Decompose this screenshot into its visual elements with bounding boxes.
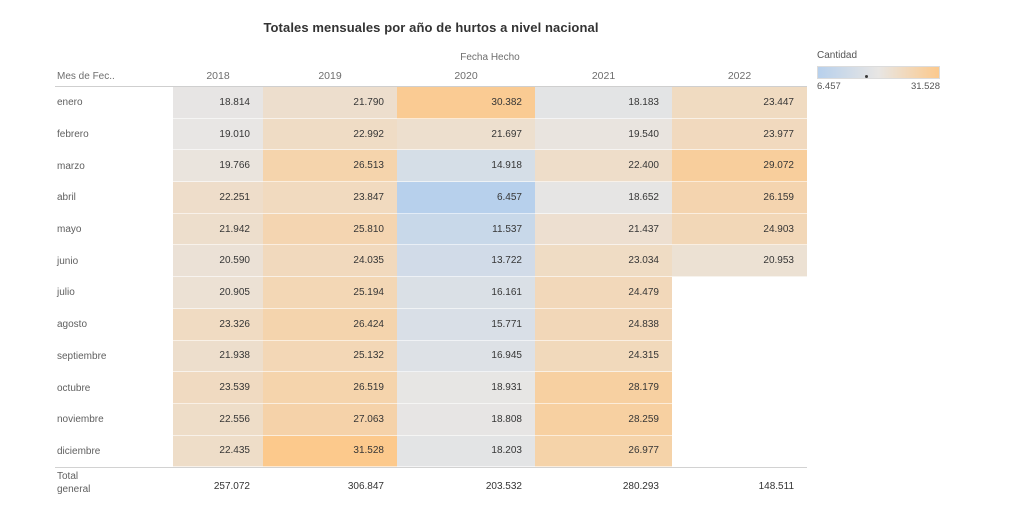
heatmap-cell[interactable]: 18.814 [173, 87, 263, 119]
heatmap-cell[interactable]: 18.652 [535, 182, 672, 214]
row-dimension-header[interactable]: Mes de Fec.. [57, 71, 115, 82]
heatmap-cell[interactable]: 18.808 [397, 403, 535, 436]
heatmap-cell[interactable]: 26.159 [672, 182, 807, 214]
year-header[interactable]: 2020 [454, 70, 478, 82]
heatmap-cell[interactable]: 31.528 [263, 435, 397, 468]
heatmap-cell[interactable]: 20.953 [672, 245, 807, 278]
heatmap-cell-empty [672, 435, 807, 468]
heatmap-cell[interactable]: 26.519 [263, 372, 397, 404]
heatmap-cell[interactable]: 24.035 [263, 245, 397, 278]
heatmap-cell[interactable]: 15.771 [397, 308, 535, 341]
heatmap-cell[interactable]: 11.537 [397, 213, 535, 246]
heatmap-cell[interactable]: 24.838 [535, 308, 672, 341]
heatmap-cell[interactable]: 25.810 [263, 213, 397, 246]
heatmap-cell-empty [672, 403, 807, 436]
heatmap-cell[interactable]: 21.437 [535, 213, 672, 246]
month-label[interactable]: julio [55, 277, 173, 309]
heatmap-cell[interactable]: 20.590 [173, 245, 263, 278]
legend-title: Cantidad [817, 50, 858, 61]
heatmap-cell[interactable]: 22.435 [173, 435, 263, 468]
month-label[interactable]: diciembre [55, 435, 173, 468]
heatmap-cell[interactable]: 21.942 [173, 213, 263, 246]
legend-labels: 6.457 31.528 [817, 81, 940, 92]
heatmap-cell[interactable]: 27.063 [263, 403, 397, 436]
month-label[interactable]: septiembre [55, 340, 173, 373]
heatmap-cell[interactable]: 21.790 [263, 87, 397, 119]
year-header-row: 2018 2019 2020 2021 2022 [173, 66, 807, 86]
heatmap-cell[interactable]: 22.400 [535, 150, 672, 183]
legend-max-label: 31.528 [910, 81, 940, 92]
heatmap-cell-empty [672, 277, 807, 309]
legend-min-label: 6.457 [817, 81, 841, 92]
color-legend[interactable]: Cantidad 6.457 31.528 [817, 50, 945, 92]
heatmap-cell[interactable]: 26.977 [535, 435, 672, 468]
heatmap-cell[interactable]: 23.034 [535, 245, 672, 278]
column-group-header: Fecha Hecho [460, 52, 520, 63]
heatmap-cell[interactable]: 24.903 [672, 213, 807, 246]
heatmap-cell[interactable]: 23.847 [263, 182, 397, 214]
heatmap-cell[interactable]: 20.905 [173, 277, 263, 309]
heatmap-cell[interactable]: 14.918 [397, 150, 535, 183]
year-header[interactable]: 2021 [591, 70, 616, 82]
month-label[interactable]: mayo [55, 213, 173, 246]
heatmap-cell[interactable]: 26.513 [263, 150, 397, 183]
heatmap-cell[interactable]: 24.315 [535, 340, 672, 373]
heatmap-cell[interactable]: 24.479 [535, 277, 672, 309]
heatmap-cell[interactable]: 18.931 [397, 372, 535, 404]
heatmap-cell[interactable]: 29.072 [672, 150, 807, 183]
month-label[interactable]: febrero [55, 118, 173, 151]
month-label[interactable]: noviembre [55, 403, 173, 436]
month-label[interactable]: octubre [55, 372, 173, 404]
heatmap-cell[interactable]: 21.697 [397, 118, 535, 151]
total-cell[interactable]: 280.293 [535, 467, 672, 505]
month-label[interactable]: agosto [55, 308, 173, 341]
heatmap-cell[interactable]: 25.132 [263, 340, 397, 373]
heatmap-cell[interactable]: 21.938 [173, 340, 263, 373]
heatmap-cell[interactable]: 23.447 [672, 87, 807, 119]
heatmap-cell[interactable]: 23.977 [672, 118, 807, 151]
heatmap-cell[interactable]: 18.203 [397, 435, 535, 468]
heatmap-cell-empty [672, 340, 807, 373]
legend-marker-icon [865, 75, 869, 78]
heatmap-cell[interactable]: 18.183 [535, 87, 672, 119]
heatmap-cell-empty [672, 308, 807, 341]
total-cell[interactable]: 257.072 [173, 467, 263, 505]
heatmap-cell[interactable]: 26.424 [263, 308, 397, 341]
heatmap-grid: enero 18.814 21.790 30.382 18.183 23.447 febre… [55, 87, 807, 505]
total-cell[interactable]: 306.847 [263, 467, 397, 505]
heatmap-cell[interactable]: 19.766 [173, 150, 263, 183]
heatmap-cell[interactable]: 28.179 [535, 372, 672, 404]
heatmap-cell[interactable]: 16.945 [397, 340, 535, 373]
heatmap-cell[interactable]: 6.457 [397, 182, 535, 214]
total-row-label: Total general [55, 467, 173, 505]
year-header[interactable]: 2019 [318, 70, 342, 82]
month-label[interactable]: marzo [55, 150, 173, 183]
month-label[interactable]: junio [55, 245, 173, 278]
year-header[interactable]: 2018 [206, 70, 230, 82]
heatmap-cell[interactable]: 13.722 [397, 245, 535, 278]
month-label[interactable]: abril [55, 182, 173, 214]
heatmap-cell[interactable]: 23.539 [173, 372, 263, 404]
heatmap-cell[interactable]: 19.540 [535, 118, 672, 151]
heatmap-cell[interactable]: 28.259 [535, 403, 672, 436]
total-cell[interactable]: 203.532 [397, 467, 535, 505]
chart-title: Totales mensuales por año de hurtos a ni… [263, 20, 599, 35]
heatmap-cell[interactable]: 19.010 [173, 118, 263, 151]
heatmap-cell[interactable]: 22.556 [173, 403, 263, 436]
legend-gradient-bar[interactable] [817, 66, 940, 79]
heatmap-cell-empty [672, 372, 807, 404]
heatmap-cell[interactable]: 22.251 [173, 182, 263, 214]
heatmap-cell[interactable]: 16.161 [397, 277, 535, 309]
heatmap-cell[interactable]: 22.992 [263, 118, 397, 151]
total-cell[interactable]: 148.511 [672, 467, 807, 505]
heatmap-cell[interactable]: 30.382 [397, 87, 535, 119]
heatmap-cell[interactable]: 25.194 [263, 277, 397, 309]
heatmap-cell[interactable]: 23.326 [173, 308, 263, 341]
year-header[interactable]: 2022 [727, 70, 752, 82]
month-label[interactable]: enero [55, 87, 173, 119]
header-divider [55, 86, 807, 87]
